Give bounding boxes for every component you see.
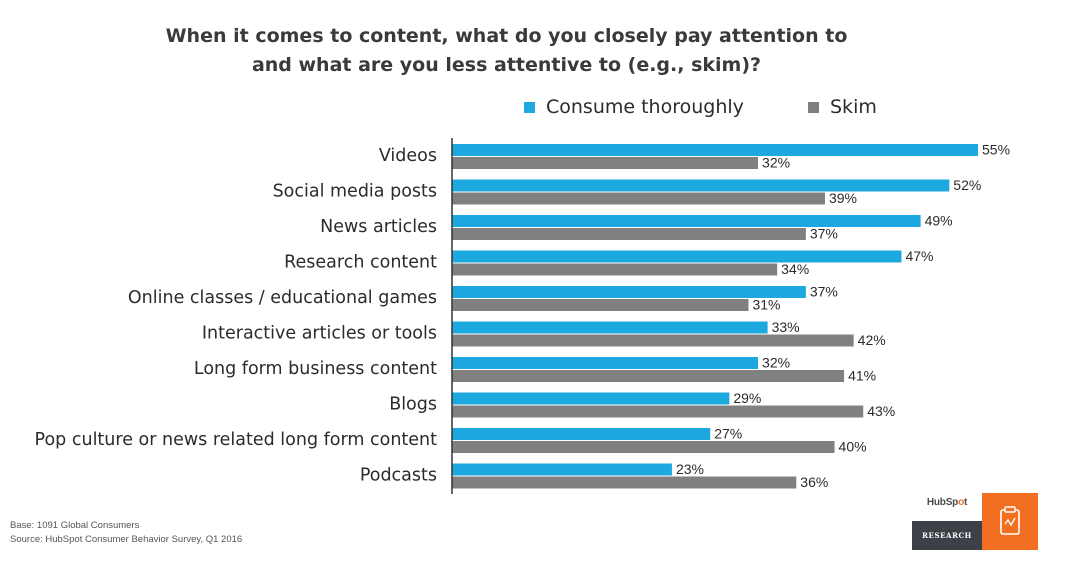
category-label: Long form business content [194,359,437,379]
bar-consume [452,321,768,334]
value-label-consume: 49% [925,213,953,229]
bar-skim [452,263,778,276]
legend-item-consume: Consume thoroughly [524,96,744,118]
footnote-base: Base: 1091 Global Consumers [10,520,140,531]
chart-title-line-1: When it comes to content, what do you cl… [165,25,848,47]
bar-consume [452,428,711,440]
value-label-consume: 55% [982,142,1010,158]
bar-skim [452,228,806,240]
category-label: Social media posts [273,182,437,202]
footnote-source: Source: HubSpot Consumer Behavior Survey… [10,534,243,545]
chart-legend: Consume thoroughly Skim [0,96,1073,120]
bar-skim [452,157,759,169]
category-label: Videos [379,146,437,166]
category-label: News articles [320,217,437,237]
value-label-consume: 37% [810,284,838,300]
bar-consume [452,463,672,476]
bar-skim [452,441,835,453]
bar-consume [452,357,759,369]
bar-skim [452,476,797,489]
value-label-skim: 36% [800,474,828,490]
bar-consume [452,144,978,156]
bar-consume [452,250,902,263]
category-label: Interactive articles or tools [202,324,437,344]
value-label-skim: 43% [867,403,895,419]
value-label-consume: 52% [953,177,981,193]
value-label-consume: 47% [905,248,933,264]
category-label: Online classes / educational games [128,288,437,308]
legend-label-skim: Skim [830,96,877,118]
research-badge [982,493,1038,550]
bar-skim [452,370,845,382]
value-label-skim: 37% [810,226,838,242]
value-label-consume: 23% [676,461,704,477]
bar-consume [452,179,950,192]
category-label: Pop culture or news related long form co… [35,430,438,450]
category-label: Research content [284,253,437,273]
hubspot-wordmark: HubSpot [926,497,968,508]
chart-title: When it comes to content, what do you cl… [0,22,1013,80]
value-label-skim: 40% [839,439,867,455]
value-label-skim: 42% [858,332,886,348]
legend-item-skim: Skim [808,96,877,118]
value-label-skim: 31% [752,297,780,313]
legend-swatch-skim [808,101,819,113]
value-label-skim: 41% [848,368,876,384]
bar-skim [452,334,854,347]
category-label: Podcasts [360,466,437,486]
value-label-skim: 34% [781,261,809,277]
research-label: RESEARCH [912,521,982,550]
bar-chart: Videos 55% 32% Social media posts 52% 39% News… [35,138,1010,494]
category-label: Blogs [389,395,437,415]
value-label-skim: 32% [762,155,790,171]
legend-swatch-consume [524,101,535,113]
value-label-consume: 27% [714,426,742,442]
bar-consume [452,392,730,405]
bar-consume [452,215,921,227]
value-label-consume: 29% [733,390,761,406]
bar-skim [452,192,825,205]
value-label-skim: 39% [829,190,857,206]
value-label-consume: 32% [762,355,790,371]
hubspot-research-logo: HubSpot RESEARCH [912,493,1038,550]
bar-consume [452,286,806,298]
value-label-consume: 33% [772,319,800,335]
clipboard-icon [1000,506,1020,535]
bar-skim [452,299,749,311]
legend-label-consume: Consume thoroughly [546,96,744,118]
bar-skim [452,405,864,418]
chart-title-line-2: and what are you less attentive to (e.g.… [251,54,762,76]
footnotes: Base: 1091 Global Consumers Source: HubS… [10,519,242,547]
